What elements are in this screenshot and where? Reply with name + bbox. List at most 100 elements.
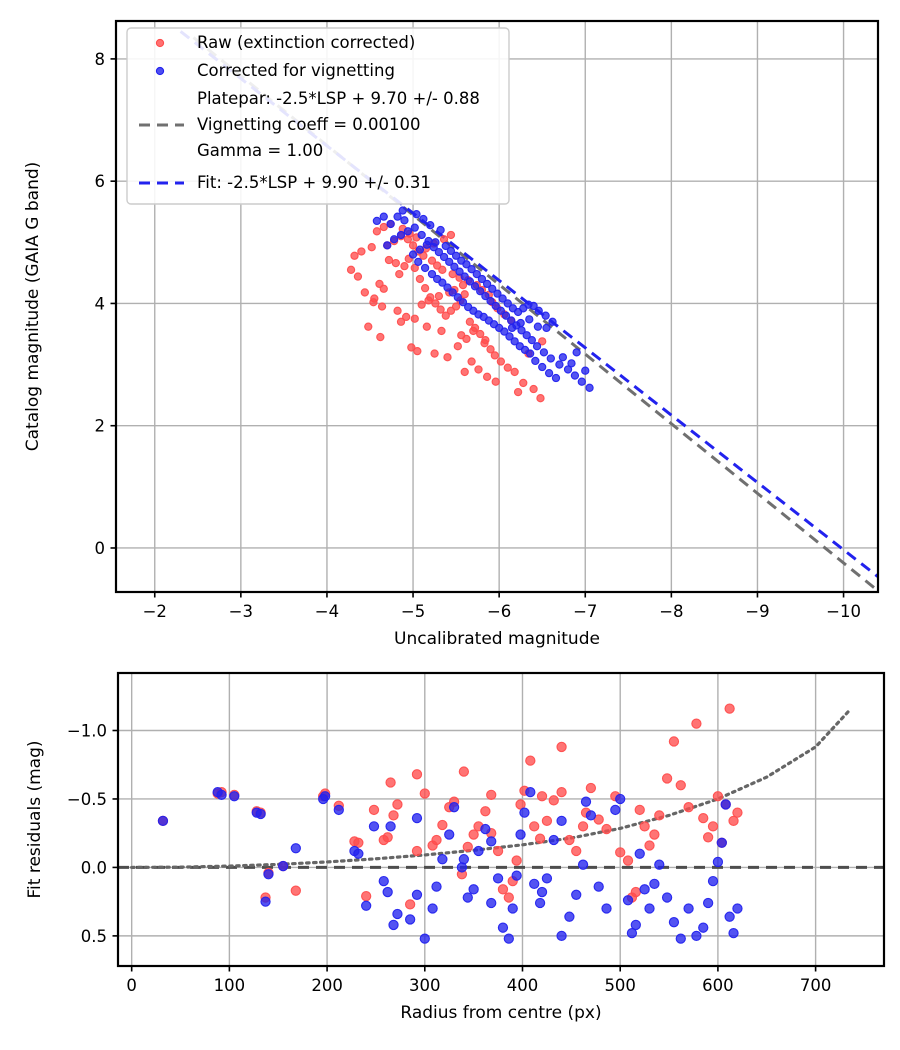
- ytick-label: 6: [95, 172, 106, 191]
- scatter-point: [649, 878, 660, 890]
- scatter-point: [728, 927, 739, 939]
- xtick-label: −6: [487, 602, 511, 621]
- scatter-point: [503, 892, 514, 903]
- legend-box: [126, 27, 510, 205]
- scatter-point: [505, 332, 514, 341]
- scatter-point: [683, 903, 694, 914]
- scatter-point: [615, 793, 626, 805]
- series-points: [372, 206, 594, 392]
- scatter-point: [529, 384, 538, 394]
- scatter-point: [413, 346, 422, 356]
- scatter-point: [500, 327, 509, 336]
- scatter-point: [538, 362, 547, 372]
- scatter-point: [675, 780, 686, 791]
- data-layer: [118, 703, 884, 944]
- scatter-point: [277, 860, 289, 872]
- scatter-point: [441, 311, 450, 320]
- scatter-point: [555, 360, 564, 369]
- scatter-point: [542, 323, 551, 333]
- scatter-point: [420, 263, 430, 273]
- scatter-point: [430, 349, 439, 358]
- legend-label-4: Gamma = 1.00: [197, 141, 323, 160]
- scatter-point: [486, 296, 495, 306]
- scatter-point: [477, 274, 487, 284]
- xtick-label: −9: [745, 602, 769, 621]
- scatter-point: [510, 337, 519, 346]
- scatter-point: [400, 216, 409, 225]
- scatter-point: [368, 821, 380, 832]
- xtick-label: −10: [826, 602, 861, 621]
- scatter-point: [353, 272, 363, 281]
- scatter-point: [644, 840, 655, 851]
- scatter-point: [411, 845, 423, 857]
- scatter-point: [417, 230, 426, 240]
- scatter-point: [519, 807, 530, 818]
- scatter-point: [610, 804, 621, 816]
- scatter-point: [593, 814, 604, 825]
- scatter-point: [491, 377, 500, 386]
- scatter-point: [507, 323, 517, 333]
- scatter-point: [539, 348, 549, 357]
- xtick-label: −4: [315, 602, 339, 621]
- scatter-point: [558, 353, 568, 362]
- scatter-point: [436, 305, 445, 314]
- scatter-point: [488, 284, 497, 293]
- scatter-point: [404, 914, 416, 925]
- scatter-point: [534, 306, 543, 315]
- scatter-point: [480, 806, 491, 817]
- scatter-point: [396, 317, 406, 326]
- scatter-point: [229, 791, 240, 802]
- scatter-point: [415, 274, 425, 284]
- legend-label-2: Platepar: -2.5*LSP + 9.70 +/- 0.88: [197, 89, 480, 108]
- scatter-point: [476, 329, 485, 339]
- scatter-point: [376, 332, 385, 342]
- ytick-label: 4: [95, 294, 106, 313]
- scatter-point: [453, 293, 462, 302]
- scatter-point: [424, 296, 433, 305]
- scatter-point: [615, 847, 626, 858]
- scatter-point: [427, 903, 438, 914]
- scatter-point: [422, 322, 431, 331]
- scatter-point: [513, 387, 523, 397]
- scatter-point: [446, 306, 456, 315]
- scatter-point: [396, 230, 406, 240]
- scatter-point: [580, 796, 592, 807]
- scatter-point: [382, 886, 393, 898]
- scatter-point: [411, 769, 423, 780]
- xtick-label: −3: [229, 602, 253, 621]
- scatter-point: [402, 312, 411, 322]
- legend-label-0: Raw (extinction corrected): [197, 33, 415, 52]
- scatter-point: [501, 311, 511, 320]
- scatter-point: [567, 359, 576, 368]
- scatter-point: [216, 789, 227, 801]
- scatter-point: [357, 247, 366, 256]
- scatter-point: [581, 366, 590, 375]
- xtick-label: −5: [401, 602, 425, 621]
- scatter-point: [519, 378, 528, 388]
- scatter-point: [639, 821, 650, 832]
- scatter-point: [548, 317, 557, 326]
- scatter-point: [707, 875, 719, 887]
- scatter-point: [467, 265, 476, 274]
- scatter-point: [403, 227, 413, 236]
- legend-label-5: Fit: -2.5*LSP + 9.90 +/- 0.31: [197, 173, 431, 192]
- scatter-point: [538, 337, 547, 346]
- scatter-point: [379, 284, 388, 293]
- ytick-label: −0.5: [67, 790, 107, 809]
- scatter-point: [570, 371, 580, 380]
- scatter-point: [400, 262, 409, 271]
- scatter-point: [419, 788, 430, 799]
- scatter-point: [446, 246, 456, 256]
- legend-marker-dot: [155, 38, 165, 48]
- legend: Raw (extinction corrected) Corrected for …: [126, 27, 510, 205]
- scatter-point: [448, 288, 457, 297]
- scatter-point: [364, 322, 373, 331]
- scatter-point: [393, 306, 402, 315]
- ytick-label: 0: [95, 539, 106, 558]
- scatter-point: [465, 277, 475, 286]
- legend-marker-dot: [155, 66, 165, 76]
- tick-marks: 0 100 200 300 400 500 600 700 0.5 0.0 −0.5 −1.0: [67, 722, 831, 995]
- scatter-point: [474, 365, 483, 374]
- xtick-label: 500: [604, 976, 636, 995]
